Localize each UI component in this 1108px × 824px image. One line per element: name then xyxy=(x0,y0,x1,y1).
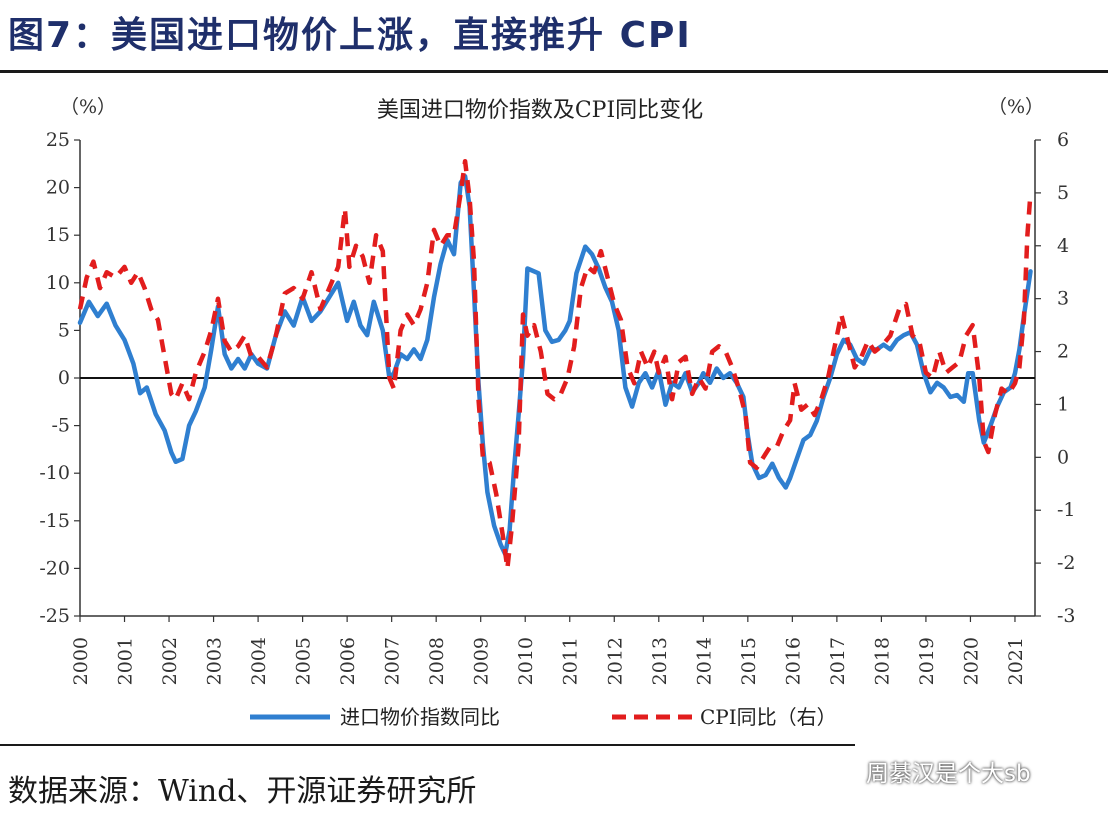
x-tick-label: 2000 xyxy=(70,637,92,685)
x-tick-label: 2017 xyxy=(827,637,849,685)
x-tick-label: 2005 xyxy=(293,637,315,685)
left-tick-label: 0 xyxy=(58,367,70,389)
left-tick-label: -10 xyxy=(39,462,70,484)
right-axis-unit: （%） xyxy=(988,96,1044,118)
x-tick-label: 2014 xyxy=(693,637,715,685)
left-tick-label: -5 xyxy=(51,415,70,437)
x-tick-label: 2021 xyxy=(1005,637,1027,685)
footer-divider xyxy=(0,744,855,746)
right-tick-label: 2 xyxy=(1057,341,1069,363)
series-lines xyxy=(77,158,1033,571)
watermark: 周綦汉是个大sb xyxy=(818,754,1031,788)
series-line-cpi xyxy=(77,158,1033,571)
x-tick-label: 2019 xyxy=(916,637,938,685)
x-tick-label: 2006 xyxy=(337,637,359,685)
x-tick-label: 2002 xyxy=(159,637,181,685)
right-tick-label: -1 xyxy=(1057,499,1076,521)
left-tick-label: 10 xyxy=(46,272,70,294)
right-tick-label: 0 xyxy=(1057,446,1069,468)
x-tick-label: 2001 xyxy=(115,637,137,685)
x-tick-label: 2010 xyxy=(515,637,537,685)
x-tick-label: 2008 xyxy=(426,637,448,685)
chart-title: 美国进口物价指数及CPI同比变化 xyxy=(377,98,703,123)
x-tick-label: 2012 xyxy=(604,637,626,685)
legend-label-cpi: CPI同比（右） xyxy=(700,705,837,729)
wechat-icon xyxy=(818,756,856,786)
right-tick-label: 1 xyxy=(1057,393,1069,415)
right-tick-label: -2 xyxy=(1057,552,1076,574)
x-tick-label: 2009 xyxy=(471,637,493,685)
left-tick-label: 5 xyxy=(58,319,70,341)
x-tick-label: 2016 xyxy=(782,637,804,685)
right-tick-label: 6 xyxy=(1057,129,1069,151)
legend: 进口物价指数同比 CPI同比（右） xyxy=(250,705,837,729)
series-line-import-price xyxy=(77,173,1033,557)
left-tick-label: 25 xyxy=(46,129,70,151)
left-tick-label: 15 xyxy=(46,224,70,246)
x-tick-label: 2004 xyxy=(248,637,270,685)
x-tick-label: 2015 xyxy=(738,637,760,685)
source-note: 数据来源：Wind、开源证券研究所 xyxy=(8,774,477,809)
x-tick-label: 2013 xyxy=(649,637,671,685)
left-tick-label: -20 xyxy=(39,557,70,579)
left-tick-label: -25 xyxy=(39,605,70,627)
x-tick-label: 2011 xyxy=(560,637,582,685)
right-tick-label: -3 xyxy=(1057,605,1076,627)
chart: 美国进口物价指数及CPI同比变化 （%） （%） -25-20-15-10-50… xyxy=(39,96,1075,729)
left-tick-label: -15 xyxy=(39,510,70,532)
watermark-text: 周綦汉是个大sb xyxy=(866,761,1031,787)
axes: -25-20-15-10-50510152025-3-2-10123456200… xyxy=(39,129,1075,685)
heading-divider xyxy=(0,70,1108,73)
left-axis-unit: （%） xyxy=(60,96,116,118)
x-tick-label: 2007 xyxy=(382,637,404,685)
left-tick-label: 20 xyxy=(46,177,70,199)
x-tick-label: 2020 xyxy=(960,637,982,685)
right-tick-label: 3 xyxy=(1057,288,1069,310)
right-tick-label: 5 xyxy=(1057,182,1069,204)
right-tick-label: 4 xyxy=(1057,235,1069,257)
figure-heading: 图7：美国进口物价上涨，直接推升 CPI xyxy=(8,15,692,56)
x-tick-label: 2018 xyxy=(871,637,893,685)
legend-label-import: 进口物价指数同比 xyxy=(340,705,500,729)
x-tick-label: 2003 xyxy=(204,637,226,685)
